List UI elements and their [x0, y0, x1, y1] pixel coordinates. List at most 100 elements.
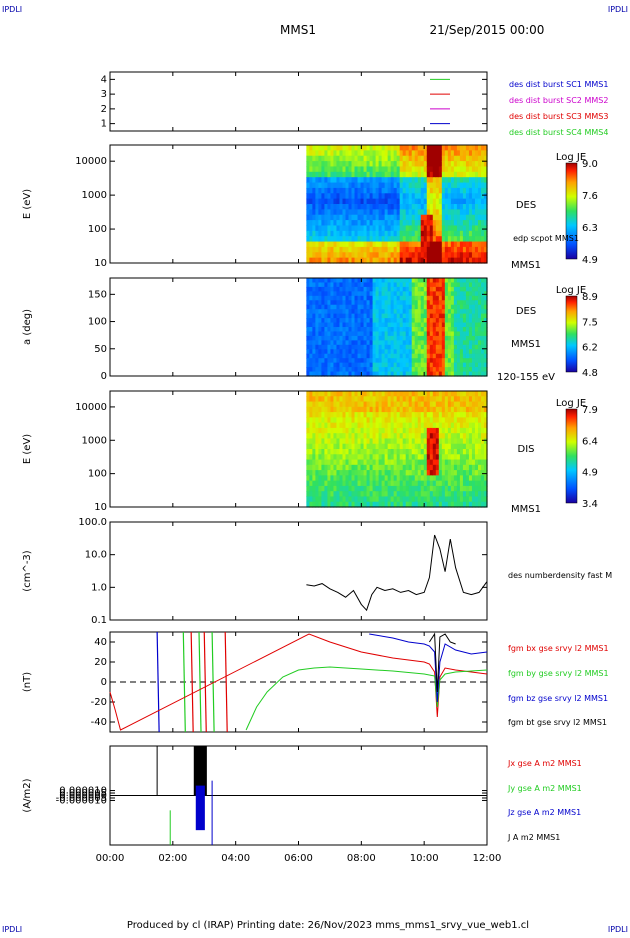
- heatmap-cell: [399, 220, 404, 227]
- heatmap-cell: [441, 491, 446, 498]
- heatmap-cell: [366, 470, 371, 476]
- heatmap-cell: [474, 177, 479, 184]
- heatmap-cell: [444, 331, 449, 337]
- heatmap-cell: [423, 177, 428, 184]
- heatmap-cell: [351, 286, 356, 292]
- heatmap-cell: [354, 331, 359, 337]
- heatmap-cell: [438, 362, 443, 368]
- heatmap-cell: [309, 367, 313, 373]
- heatmap-cell: [405, 209, 410, 216]
- heatmap-cell: [357, 145, 362, 151]
- heatmap-cell: [393, 438, 398, 445]
- heatmap-cell: [480, 155, 485, 162]
- heatmap-cell: [465, 443, 470, 450]
- heatmap-cell: [441, 367, 446, 373]
- heatmap-cell: [330, 182, 335, 189]
- heatmap-cell: [336, 501, 341, 508]
- heatmap-cell: [369, 198, 374, 205]
- heatmap-cell: [417, 304, 422, 310]
- heatmap-cell: [405, 475, 410, 482]
- heatmap-cell: [342, 335, 347, 341]
- heatmap-cell: [405, 331, 410, 337]
- heatmap-cell: [480, 313, 485, 319]
- heatmap-cell: [342, 177, 347, 184]
- heatmap-cell: [426, 344, 431, 350]
- heatmap-cell: [315, 220, 319, 227]
- heatmap-cell: [456, 252, 461, 259]
- heatmap-cell: [390, 391, 395, 397]
- heatmap-cell: [306, 295, 310, 301]
- heatmap-cell: [432, 480, 437, 487]
- heatmap-cell: [318, 161, 323, 168]
- heatmap-cell: [360, 204, 365, 210]
- heatmap-cell: [306, 304, 310, 310]
- heatmap-cell: [354, 145, 359, 151]
- heatmap-cell: [459, 367, 464, 373]
- heatmap-cell: [420, 406, 425, 413]
- heatmap-cell: [390, 295, 395, 301]
- heatmap-cell: [444, 171, 449, 178]
- heatmap-cell: [444, 454, 449, 461]
- heatmap-cell: [351, 150, 356, 157]
- heatmap-cell: [330, 278, 335, 284]
- heatmap-cell: [423, 331, 428, 337]
- heatmap-cell: [477, 214, 482, 221]
- heatmap-cell: [462, 401, 467, 408]
- heatmap-cell: [378, 327, 383, 333]
- heatmap-cell: [309, 501, 313, 508]
- heatmap-cell: [306, 349, 310, 355]
- heatmap-cell: [477, 327, 482, 333]
- heatmap-cell: [444, 309, 449, 315]
- heatmap-cell: [456, 371, 461, 377]
- heatmap-cell: [411, 166, 416, 173]
- heatmap-cell: [366, 485, 371, 492]
- heatmap-cell: [465, 470, 470, 476]
- heatmap-cell: [354, 340, 359, 346]
- heatmap-cell: [324, 300, 329, 306]
- heatmap-cell: [375, 406, 380, 413]
- heatmap-cell: [309, 291, 313, 297]
- heatmap-cell: [414, 286, 419, 292]
- heatmap-cell: [351, 300, 356, 306]
- heatmap-cell: [465, 278, 470, 284]
- heatmap-cell: [483, 225, 488, 232]
- heatmap-cell: [426, 300, 431, 306]
- heatmap-cell: [315, 335, 319, 341]
- heatmap-cell: [372, 470, 377, 476]
- heatmap-cell: [345, 286, 350, 292]
- heatmap-cell: [384, 417, 389, 424]
- heatmap-cell: [477, 220, 482, 227]
- heatmap-cell: [480, 230, 485, 237]
- heatmap-cell: [315, 182, 319, 189]
- heatmap-cell: [399, 150, 404, 157]
- heatmap-cell: [378, 449, 383, 455]
- legend-entry: des dist burst SC3 MMS3: [509, 112, 608, 121]
- heatmap-cell: [447, 155, 452, 162]
- heatmap-cell: [402, 166, 407, 173]
- ytick-label: 10000: [75, 156, 107, 167]
- heatmap-cell: [411, 371, 416, 377]
- heatmap-cell: [453, 171, 458, 178]
- heatmap-cell: [375, 427, 380, 434]
- heatmap-cell: [399, 204, 404, 210]
- heatmap-cell: [441, 236, 446, 243]
- heatmap-cell: [444, 475, 449, 482]
- heatmap-cell: [381, 485, 386, 492]
- heatmap-cell: [399, 417, 404, 424]
- heatmap-cell: [309, 309, 313, 315]
- heatmap-cell: [402, 485, 407, 492]
- heatmap-cell: [315, 459, 319, 466]
- heatmap-cell: [468, 257, 473, 264]
- heatmap-cell: [354, 214, 359, 221]
- heatmap-cell: [357, 286, 362, 292]
- heatmap-cell: [423, 449, 428, 455]
- heatmap-cell: [411, 318, 416, 324]
- heatmap-cell: [414, 449, 419, 455]
- heatmap-cell: [324, 166, 329, 173]
- heatmap-cell: [444, 371, 449, 377]
- heatmap-cell: [342, 353, 347, 359]
- heatmap-cell: [345, 166, 350, 173]
- heatmap-cell: [327, 236, 332, 243]
- heatmap-cell: [336, 282, 341, 288]
